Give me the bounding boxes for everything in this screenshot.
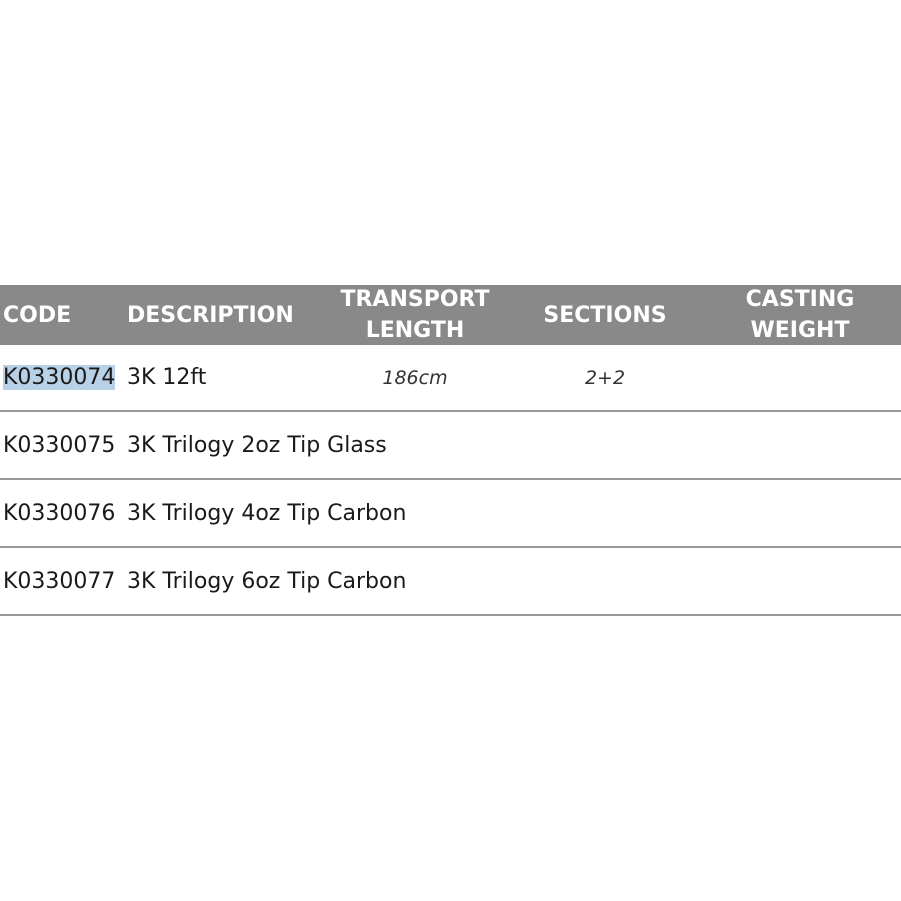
row-code: K0330074 (3, 345, 116, 410)
table-row: K0330075 3K Trilogy 2oz Tip Glass (0, 412, 901, 480)
header-description: DESCRIPTION (127, 302, 294, 328)
row-code: K0330075 (3, 432, 116, 458)
product-table: CODE DESCRIPTION TRANSPORT LENGTH SECTIO… (0, 285, 901, 616)
row-description: 3K Trilogy 4oz Tip Carbon (127, 500, 407, 526)
row-description: 3K 12ft (127, 365, 207, 390)
row-description: 3K Trilogy 2oz Tip Glass (127, 432, 387, 458)
header-casting-weight: CASTING WEIGHT (745, 287, 855, 343)
row-casting-weight (700, 345, 900, 410)
header-transport-length: TRANSPORT LENGTH (340, 287, 490, 343)
table-row: K0330074 3K 12ft 186cm 2+2 (0, 345, 901, 412)
row-transport-length: 186cm (382, 366, 448, 389)
row-description: 3K Trilogy 6oz Tip Carbon (127, 568, 407, 594)
row-sections: 2+2 (584, 366, 626, 389)
table-row: K0330076 3K Trilogy 4oz Tip Carbon (0, 480, 901, 548)
selected-text[interactable]: K0330074 (3, 365, 116, 390)
row-code: K0330076 (3, 500, 116, 526)
header-code: CODE (3, 302, 72, 328)
table-header: CODE DESCRIPTION TRANSPORT LENGTH SECTIO… (0, 285, 901, 345)
row-code: K0330077 (3, 568, 116, 594)
table-row: K0330077 3K Trilogy 6oz Tip Carbon (0, 548, 901, 616)
header-sections: SECTIONS (543, 302, 667, 328)
